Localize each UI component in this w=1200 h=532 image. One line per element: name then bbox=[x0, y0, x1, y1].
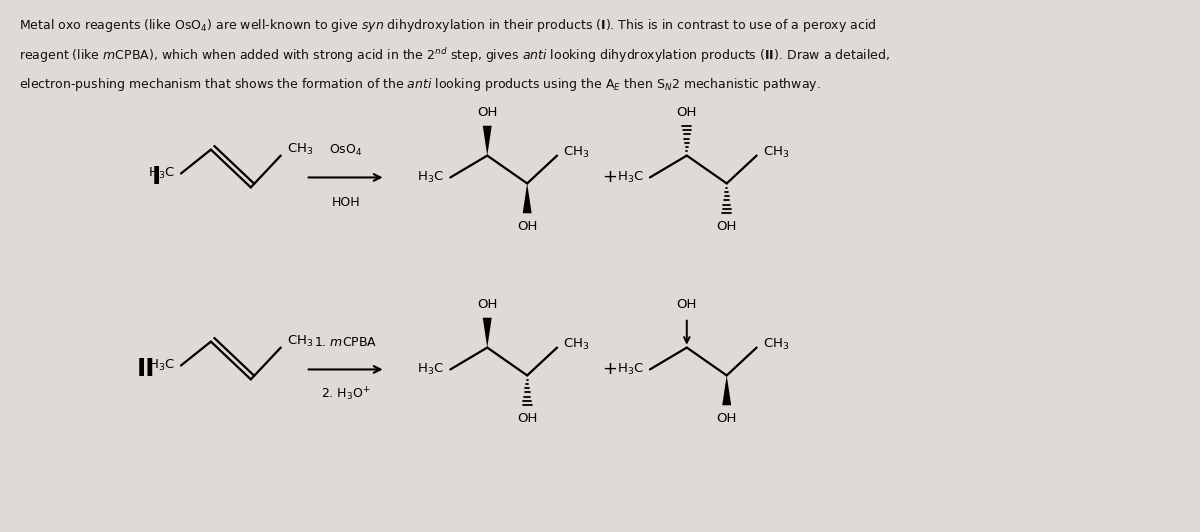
Text: H$_3$C: H$_3$C bbox=[418, 170, 444, 185]
Text: electron-pushing mechanism that shows the formation of the $\it{anti}$ looking p: electron-pushing mechanism that shows th… bbox=[19, 77, 821, 94]
Text: OH: OH bbox=[478, 106, 498, 119]
Polygon shape bbox=[722, 376, 731, 405]
Text: OsO$_4$: OsO$_4$ bbox=[329, 143, 362, 158]
Text: II: II bbox=[137, 358, 155, 381]
Text: CH$_3$: CH$_3$ bbox=[287, 334, 313, 349]
Text: CH$_3$: CH$_3$ bbox=[563, 145, 589, 160]
Text: OH: OH bbox=[716, 220, 737, 232]
Text: 1. $\it{m}$CPBA: 1. $\it{m}$CPBA bbox=[314, 336, 377, 349]
Text: CH$_3$: CH$_3$ bbox=[563, 337, 589, 352]
Text: OH: OH bbox=[677, 106, 697, 119]
Text: CH$_3$: CH$_3$ bbox=[763, 337, 790, 352]
Text: +: + bbox=[602, 361, 618, 378]
Text: Metal oxo reagents (like OsO$_4$) are well-known to give $\it{syn}$ dihydroxylat: Metal oxo reagents (like OsO$_4$) are we… bbox=[19, 17, 877, 34]
Text: H$_3$C: H$_3$C bbox=[148, 358, 175, 373]
Text: CH$_3$: CH$_3$ bbox=[763, 145, 790, 160]
Text: H$_3$C: H$_3$C bbox=[418, 362, 444, 377]
Text: H$_3$C: H$_3$C bbox=[617, 170, 644, 185]
Text: OH: OH bbox=[677, 298, 697, 311]
Text: HOH: HOH bbox=[331, 196, 360, 209]
Text: CH$_3$: CH$_3$ bbox=[287, 142, 313, 157]
Polygon shape bbox=[523, 184, 532, 213]
Text: OH: OH bbox=[478, 298, 498, 311]
Polygon shape bbox=[482, 126, 492, 155]
Text: reagent (like $\it{m}$CPBA), which when added with strong acid in the 2$^{nd}$ s: reagent (like $\it{m}$CPBA), which when … bbox=[19, 46, 890, 64]
Text: +: + bbox=[602, 169, 618, 186]
Text: OH: OH bbox=[716, 412, 737, 425]
Text: H$_3$C: H$_3$C bbox=[617, 362, 644, 377]
Text: 2. H$_3$O$^{\mathregular{+}}$: 2. H$_3$O$^{\mathregular{+}}$ bbox=[320, 386, 371, 403]
Text: OH: OH bbox=[517, 220, 538, 232]
Text: H$_3$C: H$_3$C bbox=[148, 166, 175, 181]
Text: I: I bbox=[151, 165, 161, 189]
Text: OH: OH bbox=[517, 412, 538, 425]
Polygon shape bbox=[482, 318, 492, 347]
